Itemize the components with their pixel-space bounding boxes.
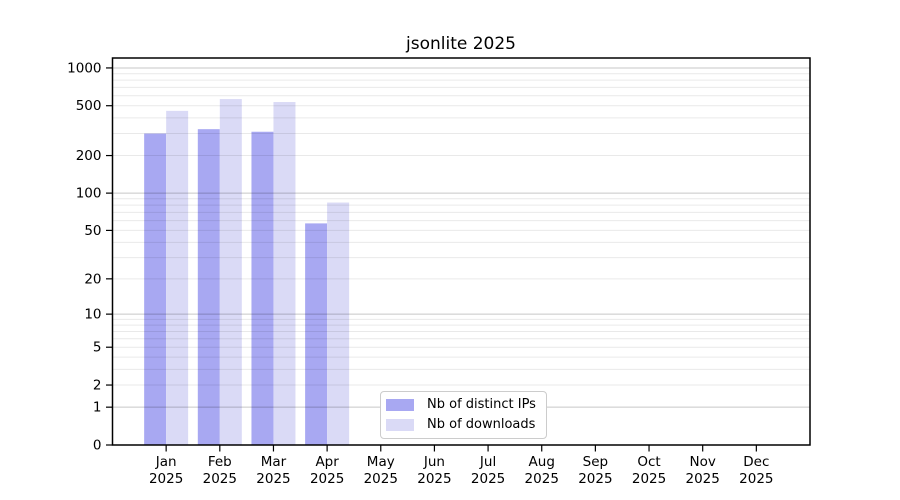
chart-title: jsonlite 2025 bbox=[406, 34, 516, 54]
y-tick-label: 500 bbox=[76, 98, 102, 114]
legend-label-downloads: Nb of downloads bbox=[427, 417, 536, 432]
y-tick-label: 50 bbox=[84, 223, 101, 239]
y-tick-label: 1 bbox=[93, 400, 102, 416]
y-tick-label: 1000 bbox=[67, 60, 101, 76]
x-tick-month-label: Nov bbox=[690, 454, 716, 470]
legend-swatch-downloads bbox=[386, 419, 414, 431]
x-tick-year-label: 2025 bbox=[525, 471, 559, 487]
x-tick-month-label: Sep bbox=[583, 454, 608, 470]
x-tick-year-label: 2025 bbox=[471, 471, 505, 487]
x-tick-year-label: 2025 bbox=[632, 471, 666, 487]
legend-swatch-distinct-ips bbox=[386, 399, 414, 411]
y-tick-label: 0 bbox=[93, 438, 102, 454]
x-tick-year-label: 2025 bbox=[364, 471, 398, 487]
legend-label-distinct-ips: Nb of distinct IPs bbox=[427, 397, 536, 412]
x-tick-month-label: Apr bbox=[315, 454, 339, 470]
bar-distinct-ips-feb bbox=[197, 129, 220, 446]
legend: Nb of distinct IPs Nb of downloads bbox=[380, 391, 547, 439]
legend-item-downloads: Nb of downloads bbox=[386, 417, 536, 433]
x-tick-month-label: Mar bbox=[261, 454, 287, 470]
y-tick-label: 20 bbox=[84, 271, 101, 287]
x-tick-month-label: Jun bbox=[423, 454, 445, 470]
x-tick-month-label: Feb bbox=[208, 454, 232, 470]
x-tick-year-label: 2025 bbox=[256, 471, 290, 487]
y-tick-label: 200 bbox=[76, 148, 102, 164]
y-tick-label: 2 bbox=[93, 378, 102, 394]
y-tick-label: 10 bbox=[84, 307, 101, 323]
x-tick-year-label: 2025 bbox=[417, 471, 451, 487]
y-tick-label: 100 bbox=[76, 186, 102, 202]
bar-distinct-ips-jan bbox=[144, 133, 167, 445]
x-tick-month-label: May bbox=[367, 454, 395, 470]
bar-downloads-mar bbox=[273, 102, 296, 445]
y-tick-label: 5 bbox=[93, 340, 102, 356]
x-tick-year-label: 2025 bbox=[203, 471, 237, 487]
bar-distinct-ips-apr bbox=[305, 223, 328, 445]
x-tick-month-label: Dec bbox=[743, 454, 769, 470]
x-tick-year-label: 2025 bbox=[739, 471, 773, 487]
bar-downloads-feb bbox=[219, 99, 242, 445]
x-tick-year-label: 2025 bbox=[578, 471, 612, 487]
bar-downloads-jan bbox=[166, 110, 189, 445]
bar-downloads-apr bbox=[327, 202, 350, 445]
x-tick-month-label: Aug bbox=[529, 454, 555, 470]
x-tick-month-label: Jul bbox=[479, 454, 496, 470]
x-tick-year-label: 2025 bbox=[149, 471, 183, 487]
legend-item-distinct-ips: Nb of distinct IPs bbox=[386, 397, 536, 413]
plot-border bbox=[111, 57, 811, 446]
x-tick-month-label: Jan bbox=[155, 454, 177, 470]
bar-distinct-ips-mar bbox=[251, 131, 274, 446]
x-tick-year-label: 2025 bbox=[310, 471, 344, 487]
x-tick-year-label: 2025 bbox=[686, 471, 720, 487]
x-tick-month-label: Oct bbox=[637, 454, 660, 470]
